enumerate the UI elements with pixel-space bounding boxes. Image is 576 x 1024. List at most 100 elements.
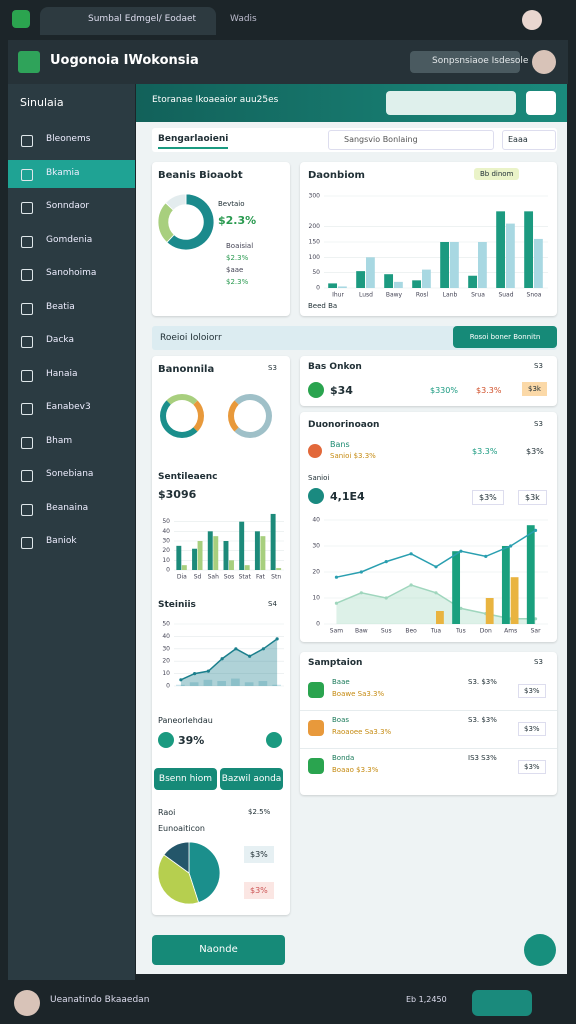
- bar: [244, 682, 254, 686]
- nav-item[interactable]: Bkamia: [8, 159, 135, 188]
- bar: [510, 577, 519, 624]
- bar: [485, 598, 494, 624]
- point: [234, 647, 238, 651]
- line-chart: 0 10 20 30 40 50: [162, 621, 284, 690]
- y-tick-label: 150: [309, 239, 321, 246]
- y-tick-label: 20: [162, 547, 170, 554]
- gauge-icon: [160, 394, 204, 438]
- toolbar-buttons[interactable]: [386, 91, 516, 115]
- nav-item[interactable]: Bleonems: [8, 126, 135, 154]
- button[interactable]: Bazwil aonda: [220, 768, 283, 790]
- nav-label: Hanaia: [46, 368, 78, 379]
- nav-item[interactable]: Sonndaor: [8, 193, 135, 221]
- point: [533, 617, 538, 621]
- row-stat: $3k: [518, 490, 547, 505]
- x-tick-label: Sos: [224, 574, 235, 581]
- nav-icon: [21, 168, 33, 181]
- filter-bar: Bengarlaoieni Sangsvio Bonlaing Eaaa: [152, 128, 557, 152]
- card-title: Daonbiom: [308, 170, 365, 181]
- point: [533, 528, 538, 532]
- tab-title: Sumbal Edmgel/ Eodaet: [88, 14, 197, 24]
- nav-item[interactable]: Gomdenia: [8, 227, 135, 255]
- stat: Eb 1,2450: [406, 995, 447, 1004]
- section-title: Paneorlehdau: [158, 716, 213, 725]
- point: [261, 647, 265, 651]
- nav-item[interactable]: Beanaina: [8, 495, 135, 523]
- item-title: Bonda: [332, 754, 355, 762]
- bar: [328, 283, 338, 288]
- nav-item[interactable]: Dacka: [8, 327, 135, 355]
- search-box[interactable]: [328, 130, 494, 150]
- bar: [258, 681, 268, 686]
- select[interactable]: [502, 130, 556, 150]
- x-label: Beed Ba: [308, 302, 338, 310]
- card-side: S3: [534, 420, 543, 428]
- nav-icon: [21, 202, 33, 214]
- filter-button[interactable]: [526, 91, 556, 115]
- x-tick-label: Baw: [355, 628, 368, 635]
- legend-text: $aae: [226, 266, 244, 274]
- item-title: Boas: [332, 716, 350, 724]
- bar: [272, 684, 281, 686]
- y-tick-label: 300: [309, 193, 321, 200]
- bar: [526, 525, 535, 624]
- filter-tab[interactable]: Bengarlaoieni: [158, 134, 229, 149]
- point: [434, 565, 438, 569]
- y-tick-label: 0: [166, 567, 170, 574]
- bar: [422, 269, 431, 288]
- nav-item[interactable]: Beatia: [8, 294, 135, 322]
- nav-item[interactable]: Eanabev3: [8, 394, 135, 422]
- select-text: Eaaa: [508, 135, 528, 144]
- nav-item[interactable]: Sonebiana: [8, 461, 135, 489]
- avatar[interactable]: [532, 50, 556, 74]
- nav-label: Sonebiana: [46, 469, 94, 479]
- x-tick-label: Lusd: [359, 292, 373, 299]
- tab-title[interactable]: Wadis: [230, 14, 257, 24]
- avatar[interactable]: [522, 10, 542, 30]
- point: [334, 601, 339, 605]
- nav-item[interactable]: Bham: [8, 428, 135, 456]
- app-title: Uogonoia IWokonsia: [50, 53, 199, 68]
- nav-label: Eanabev3: [46, 402, 91, 412]
- bar: [440, 242, 450, 288]
- nav-icon: [21, 470, 33, 482]
- bar: [412, 280, 422, 288]
- badge[interactable]: Bb dinom: [474, 168, 520, 180]
- item-sub: Boawe Sa3.3%: [332, 690, 385, 698]
- bar: [181, 565, 187, 570]
- x-tick-label: Tua: [430, 628, 442, 635]
- toolbar-title: Etoranae Ikoaeaior auu25es: [152, 95, 279, 105]
- y-tick-label: 30: [162, 538, 170, 545]
- item-icon: [308, 720, 324, 736]
- nav-icon: [21, 403, 33, 415]
- primary-button[interactable]: Naonde: [152, 935, 285, 965]
- fab[interactable]: [524, 934, 556, 966]
- bar: [478, 242, 487, 288]
- button[interactable]: Bsenn hiom: [154, 768, 217, 790]
- nav-icon: [21, 235, 33, 248]
- nav-icon: [21, 135, 33, 147]
- tab[interactable]: [40, 7, 216, 35]
- bar: [450, 242, 459, 288]
- nav-item[interactable]: Hanaia: [8, 361, 135, 389]
- line: [180, 638, 278, 681]
- sidebar-title: Sinulaia: [20, 96, 64, 109]
- nav-item[interactable]: Sanohoima: [8, 260, 135, 288]
- bar: [203, 679, 213, 686]
- app-icon[interactable]: [12, 10, 30, 28]
- x-tick-label: Sah: [208, 574, 219, 581]
- nav-item[interactable]: Baniok: [8, 528, 135, 556]
- banner-button[interactable]: Rosoi boner Bonnitn: [453, 326, 557, 348]
- search-button[interactable]: [410, 51, 520, 73]
- point: [275, 637, 279, 641]
- avatar[interactable]: [14, 990, 40, 1016]
- row-stat: $3%: [472, 490, 504, 505]
- toolbar: Etoranae Ikoaeaior auu25es: [136, 84, 567, 122]
- bar: [213, 536, 219, 570]
- x-tick-label: Sd: [194, 574, 202, 581]
- x-tick-label: Ams: [504, 628, 517, 635]
- action-buttons[interactable]: [472, 990, 532, 1016]
- y-tick-label: 100: [309, 254, 321, 261]
- nav-icon: [21, 302, 33, 315]
